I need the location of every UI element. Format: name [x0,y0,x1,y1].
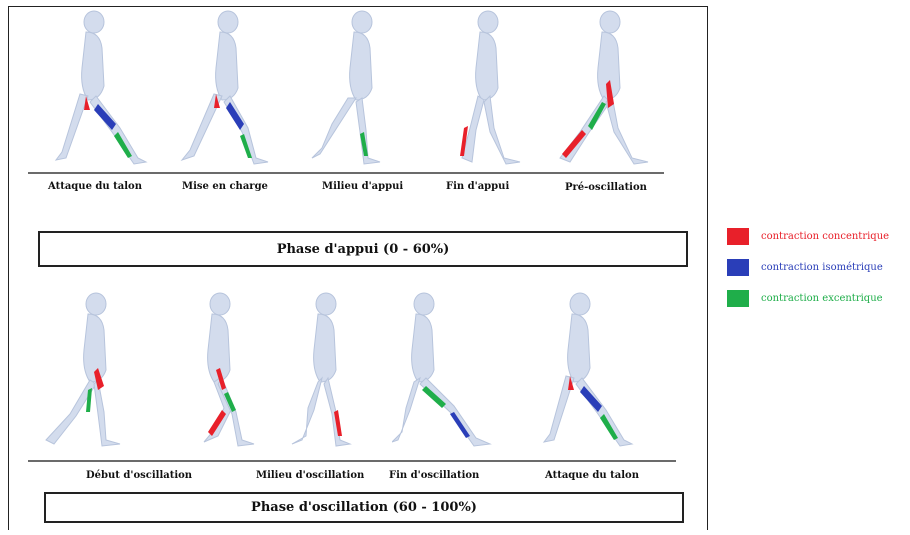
figure-heel-strike-swing [536,290,646,458]
figure-mid-stance [302,8,412,176]
figure-loading-response [172,8,282,176]
figure-mid-oscillation [280,290,390,458]
stage-label-mid-stance: Milieu d'appui [322,181,404,192]
diagram-frame [8,6,708,530]
stage-label-terminal-swing: Fin d'oscillation [389,470,480,481]
walking-figure-icon [45,292,121,447]
walking-figure-icon [559,10,649,165]
figure-heel-strike [42,8,152,176]
stage-label-heel-strike: Attaque du talon [48,181,142,192]
walking-figure-icon [311,10,381,165]
legend-item-eccentric: contraction excentrique [727,290,883,307]
stance-ground-line [28,172,664,174]
swing-phase-box: Phase d'oscillation (60 - 100%) [44,492,684,523]
walking-figure-icon [542,292,634,447]
legend-swatch-eccentric [727,290,749,307]
stage-label-heel-strike-end: Attaque du talon [545,470,639,481]
stage-label-terminal-stance: Fin d'appui [446,181,510,192]
legend-swatch-isometric [727,259,749,276]
figure-pre-swing [552,8,662,176]
legend-label-concentric: contraction concentrique [761,231,890,242]
walking-figure-icon [180,10,269,165]
walking-figure-icon [54,10,148,165]
swing-ground-line [28,460,676,462]
walking-figure-icon [392,292,492,447]
stage-label-loading-response: Mise en charge [182,181,268,192]
legend-item-isometric: contraction isométrique [727,259,883,276]
legend-swatch-concentric [727,228,749,245]
legend-label-isometric: contraction isométrique [761,262,883,273]
walking-figure-icon [291,292,352,447]
walking-figure-icon [203,292,255,447]
figure-mid-swing [170,290,280,458]
stage-label-pre-swing: Pré-oscillation [565,182,647,193]
stance-phase-box: Phase d'appui (0 - 60%) [38,231,688,267]
walking-figure-icon [460,10,521,165]
stage-label-initial-swing: Début d'oscillation [86,470,193,481]
legend-label-eccentric: contraction excentrique [761,293,883,304]
figure-terminal-swing [392,290,502,458]
stage-label-mid-swing: Milieu d'oscillation [256,470,365,481]
figure-initial-swing [40,290,150,458]
legend-item-concentric: contraction concentrique [727,228,889,245]
figure-terminal-stance [432,8,542,176]
